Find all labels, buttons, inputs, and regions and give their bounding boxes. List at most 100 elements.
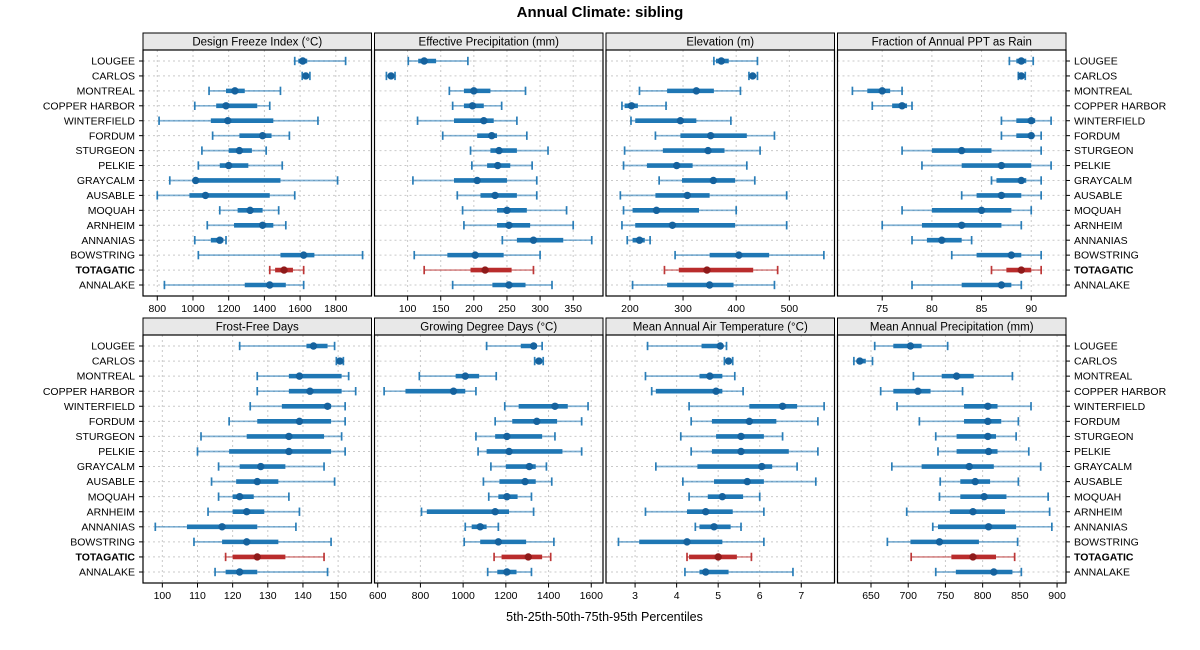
median-dot [743,477,751,486]
median-dot [295,417,304,426]
axis-caption: 5th-25th-50th-75th-95th Percentiles [506,610,703,624]
x-tick-label: 6 [757,590,763,602]
row-label-right: PELKIE [1074,160,1111,172]
median-dot [997,191,1006,200]
median-dot [323,402,332,410]
x-tick-label: 250 [498,303,516,315]
median-dot [449,387,458,395]
x-tick-label: 1200 [217,303,241,315]
median-dot [652,206,661,215]
median-dot [529,342,538,350]
median-dot [778,402,787,410]
median-dot [712,387,720,395]
row-label-left: LOUGEE [91,56,135,68]
x-tick-label: 1600 [288,303,312,315]
row-label-left: CARLOS [92,71,135,83]
row-label-left: WINTERFIELD [64,401,136,413]
median-dot [714,553,722,561]
median-dot [481,266,489,274]
row-label-right: FORDUM [1074,130,1120,142]
row-label-right: BOWSTRING [1074,250,1139,262]
panel-strip-label: Effective Precipitation (mm) [419,37,560,49]
median-dot [1017,72,1025,80]
x-tick-label: 130 [259,590,277,602]
median-dot [218,523,226,531]
row-label-left: WINTERFIELD [64,115,136,127]
median-dot [672,161,681,170]
x-tick-label: 100 [154,590,172,602]
median-dot [717,57,726,65]
median-dot [676,117,685,125]
median-dot [705,281,714,289]
x-tick-label: 200 [465,303,483,315]
row-label-left: STURGEON [75,431,135,443]
x-tick-label: 800 [974,590,992,602]
x-tick-label: 5 [715,590,721,602]
median-dot [668,221,677,229]
row-label-left: PELKIE [98,446,135,458]
row-label-left: ARNHEIM [87,220,135,232]
row-label-left: AUSABLE [87,476,135,488]
median-dot [709,176,718,185]
x-tick-label: 600 [369,590,387,602]
median-dot [224,161,233,170]
row-label-left: PELKIE [98,160,135,172]
median-dot [997,161,1006,170]
row-label-right: CARLOS [1074,356,1117,368]
median-dot [702,508,710,516]
median-dot [302,72,310,80]
x-tick-label: 100 [399,303,417,315]
median-dot [336,357,344,365]
x-tick-label: 110 [189,590,206,602]
median-dot [984,447,993,456]
x-tick-label: 400 [727,303,745,315]
median-dot [235,492,244,501]
row-label-left: TOTAGATIC [76,552,136,564]
median-dot [683,538,691,546]
x-tick-label: 1000 [181,303,205,315]
median-dot [299,251,308,259]
median-dot [935,538,944,546]
median-dot [706,372,714,380]
x-tick-label: 85 [976,303,988,315]
x-tick-label: 900 [1048,590,1066,602]
median-dot [735,251,743,259]
panel-bg [606,335,835,583]
median-dot [222,102,230,110]
median-dot [980,492,988,501]
median-dot [1017,57,1025,65]
median-dot [704,146,712,155]
row-label-right: ARNHEIM [1074,220,1122,232]
median-dot [1017,176,1025,185]
x-tick-label: 140 [294,590,312,602]
row-label-left: MONTREAL [77,371,136,383]
median-dot [706,131,715,140]
row-label-left: ANNANIAS [81,521,135,533]
row-label-right: MOQUAH [1074,205,1121,217]
row-label-right: COPPER HARBOR [1074,100,1167,112]
row-label-right: AUSABLE [1074,476,1122,488]
median-dot [724,357,733,365]
median-dot [295,372,304,380]
median-dot [716,342,724,350]
row-label-right: COPPER HARBOR [1074,386,1167,398]
panel-strip-label: Design Freeze Index (°C) [192,37,322,49]
x-tick-label: 4 [674,590,680,602]
median-dot [990,568,998,576]
x-tick-label: 1400 [253,303,277,315]
x-tick-label: 800 [149,303,167,315]
median-dot [191,176,200,185]
median-dot [258,131,267,140]
x-tick-label: 350 [564,303,582,315]
row-label-right: PELKIE [1074,446,1111,458]
median-dot [524,553,532,561]
x-tick-label: 850 [1011,590,1029,602]
panel-border [373,49,604,297]
x-tick-label: 1000 [451,590,475,602]
median-dot [503,568,511,576]
row-label-right: STURGEON [1074,145,1134,157]
panel-bg [143,50,372,296]
median-dot [1027,131,1035,140]
row-label-right: MONTREAL [1074,85,1133,97]
